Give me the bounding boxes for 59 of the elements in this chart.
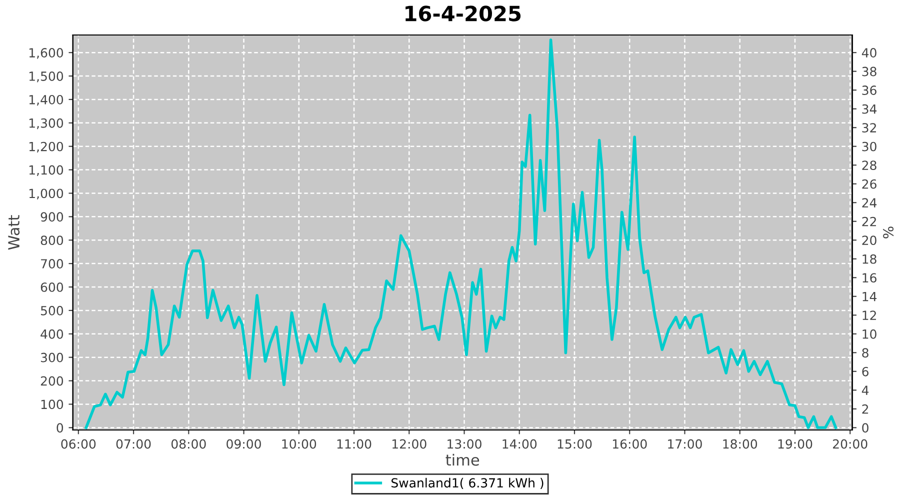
- x-tick-label: 11:00: [337, 439, 372, 449]
- y-tick-label: 0: [56, 423, 64, 433]
- y2-tick-label: 6: [862, 366, 868, 376]
- y-tick-label: 700: [41, 259, 64, 268]
- x-tick-label: 10:00: [282, 439, 316, 449]
- x-tick-label: 13:00: [448, 439, 482, 449]
- y2-tick-label: 30: [862, 142, 876, 152]
- y-tick-label: 900: [40, 212, 64, 222]
- y-tick-label: 1,100: [29, 165, 64, 176]
- x-tick-label: 16:00: [612, 439, 647, 449]
- y-tick-label: 1,200: [29, 142, 64, 153]
- y2-tick-label: 18: [862, 254, 876, 264]
- x-tick-label: 18:00: [723, 439, 758, 449]
- y-tick-label: 200: [40, 376, 64, 386]
- y2-tick-label: 28: [862, 160, 876, 170]
- y-tick-label: 500: [40, 306, 64, 316]
- y-tick-label: 100: [41, 400, 64, 410]
- y2-tick-label: 38: [862, 66, 876, 76]
- x-axis-title: time: [446, 454, 480, 466]
- y2-tick-label: 12: [862, 310, 876, 320]
- y2-tick-label: 4: [862, 386, 869, 395]
- x-tick-label: 17:00: [668, 439, 702, 449]
- y2-tick-label: 32: [862, 123, 876, 133]
- y-tick-label: 1,600: [29, 48, 64, 59]
- x-tick-label: 20:00: [833, 439, 868, 449]
- y-tick-label: 800: [40, 236, 64, 246]
- y2-tick-label: 26: [862, 179, 876, 189]
- y-tick-label: 1,500: [29, 71, 64, 82]
- y2-tick-label: 2: [862, 404, 868, 414]
- y-tick-label: 1,300: [29, 118, 64, 130]
- y2-tick-label: 14: [862, 292, 877, 302]
- y-tick-label: 1,400: [29, 94, 64, 106]
- y2-tick-label: 8: [862, 348, 868, 358]
- y2-tick-label: 16: [862, 273, 876, 283]
- x-tick-label: 09:00: [226, 439, 261, 449]
- x-tick-label: 06:00: [61, 439, 96, 449]
- y-axis-title: Watt: [8, 215, 20, 250]
- y2-axis-title: %: [883, 226, 894, 238]
- x-tick-label: 07:00: [116, 439, 151, 449]
- x-tick-label: 08:00: [171, 439, 206, 449]
- y2-tick-label: 36: [862, 86, 876, 96]
- line-series: [84, 38, 838, 430]
- y-tick-label: 600: [40, 282, 64, 292]
- y2-tick-label: 24: [862, 198, 877, 208]
- x-tick-label: 12:00: [392, 439, 426, 449]
- y-tick-label: 1,000: [29, 188, 64, 200]
- x-tick-label: 19:00: [778, 439, 812, 449]
- x-tick-label: 14:00: [502, 439, 537, 449]
- y2-tick-label: 34: [862, 104, 877, 114]
- y-tick-label: 300: [40, 352, 64, 362]
- x-tick-label: 15:00: [558, 439, 592, 449]
- y2-tick-label: 22: [862, 216, 876, 226]
- y2-tick-label: 40: [862, 48, 876, 58]
- y2-tick-label: 20: [862, 236, 876, 246]
- y2-tick-label: 0: [862, 423, 868, 433]
- legend-label: Swanland1( 6.371 kWh ): [391, 478, 544, 490]
- chart-title: 16-4-2025: [406, 6, 521, 22]
- y2-tick-label: 10: [862, 329, 876, 339]
- y-tick-label: 400: [40, 329, 64, 339]
